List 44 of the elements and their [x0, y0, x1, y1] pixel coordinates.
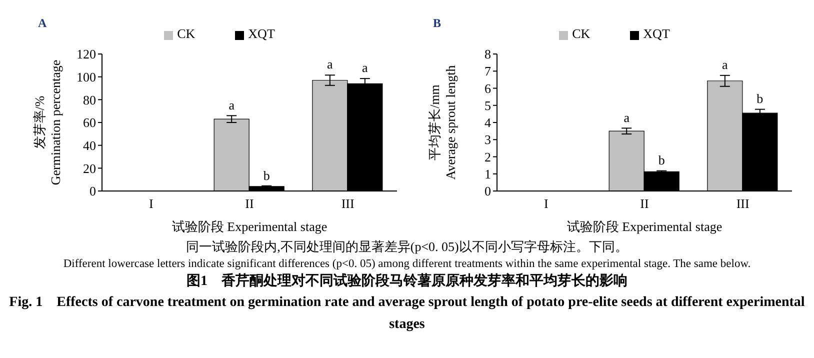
x-tick-label: II — [245, 196, 254, 212]
x-axis-title: 试验阶段 Experimental stage — [566, 219, 722, 234]
y-tick-label: 40 — [83, 138, 96, 153]
y-axis-title: 发芽率/% Germination percentage — [32, 60, 63, 186]
data-label: a — [327, 56, 334, 72]
x-axis-title: 试验阶段 Experimental stage — [172, 219, 328, 234]
legend-label: CK — [177, 26, 196, 41]
data-label: a — [228, 97, 235, 112]
y-tick-label: 6 — [484, 80, 492, 96]
chart-title: A — [38, 16, 47, 31]
y-tick-label: 60 — [83, 115, 96, 130]
data-label: a — [362, 60, 368, 75]
y-tick-label: 120 — [76, 46, 96, 62]
x-tick-label: I — [544, 196, 548, 212]
y-tick-label: 0 — [90, 184, 96, 199]
y-tick-label: 0 — [484, 184, 491, 199]
y-tick-label: 7 — [484, 64, 492, 79]
caption: Fig. 1 Effects of carvone treatment on germination rate and average sprout length of potato pre-elite seeds at different experimental stages — [8, 294, 806, 334]
data-label: b — [756, 90, 764, 106]
text: Different lowercase letters indicate significant differences (p<0. 05) among different treatments within the same experimental stage. The same below. — [62, 258, 752, 270]
y-tick-label: 20 — [83, 160, 96, 176]
y-tick-label: 3 — [484, 132, 491, 148]
data-label: b — [658, 152, 665, 168]
x-tick-label: III — [736, 196, 750, 212]
text: 同一试验阶段内,不同处理间的显著差异(p<0. 05)以不同小写字母标注。下同。 — [185, 238, 629, 256]
y-tick-label: 4 — [484, 115, 492, 130]
legend-label: XQT — [248, 26, 275, 41]
y-tick-label: 2 — [484, 149, 491, 164]
x-tick-label: III — [341, 196, 354, 212]
data-label: a — [624, 110, 630, 125]
y-tick-label: 8 — [484, 46, 491, 62]
y-axis-title: 平均芽长/mm Average sprout length — [427, 64, 458, 180]
data-label: a — [722, 56, 728, 72]
data-label: b — [263, 168, 270, 183]
legend-label: XQT — [643, 26, 670, 41]
caption: 图1 香芹酮处理对不同试验阶段马铃薯原原种发芽率和平均芽长的影响 — [186, 272, 628, 290]
chart-title: B — [433, 16, 442, 31]
y-tick-label: 80 — [83, 92, 96, 108]
x-tick-label: I — [148, 196, 154, 212]
x-tick-label: II — [640, 196, 649, 212]
y-tick-label: 5 — [484, 98, 491, 113]
y-tick-label: 1 — [484, 166, 491, 182]
y-tick-label: 100 — [76, 69, 96, 84]
legend-label: CK — [572, 26, 590, 41]
